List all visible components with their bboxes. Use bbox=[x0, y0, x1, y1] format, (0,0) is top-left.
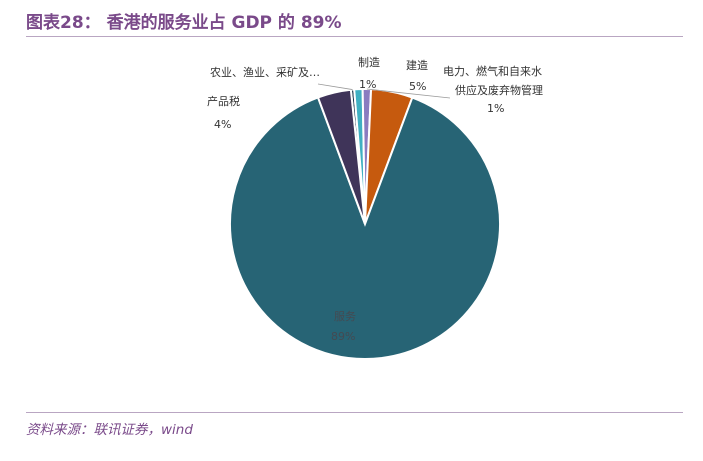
value-product-tax: 4% bbox=[214, 118, 231, 131]
chart-title: 图表28： 香港的服务业占 GDP 的 89% bbox=[26, 13, 342, 33]
value-electricity: 1% bbox=[487, 102, 504, 115]
value-manufacturing: 1% bbox=[359, 78, 376, 91]
leader-line-agriculture bbox=[317, 83, 353, 90]
label-services: 服务 bbox=[334, 310, 356, 323]
title-divider bbox=[26, 36, 683, 37]
pie-slice-5 bbox=[316, 88, 366, 225]
leader-line-electricity bbox=[366, 88, 451, 99]
label-manufacturing: 制造 bbox=[358, 55, 380, 69]
label-agriculture: 农业、渔业、采矿及… bbox=[210, 65, 320, 79]
label-electricity-line1: 电力、燃气和自来水 bbox=[443, 64, 542, 78]
pie-slice-4 bbox=[229, 96, 501, 360]
label-product-tax: 产品税 bbox=[207, 94, 240, 108]
value-construction: 5% bbox=[409, 80, 426, 93]
label-construction: 建造 bbox=[406, 58, 428, 72]
footer-divider bbox=[26, 412, 683, 413]
source-note: 资料来源：联讯证券，wind bbox=[26, 422, 193, 438]
label-electricity-line2: 供应及废弃物管理 bbox=[455, 83, 543, 97]
value-services: 89% bbox=[331, 330, 355, 343]
